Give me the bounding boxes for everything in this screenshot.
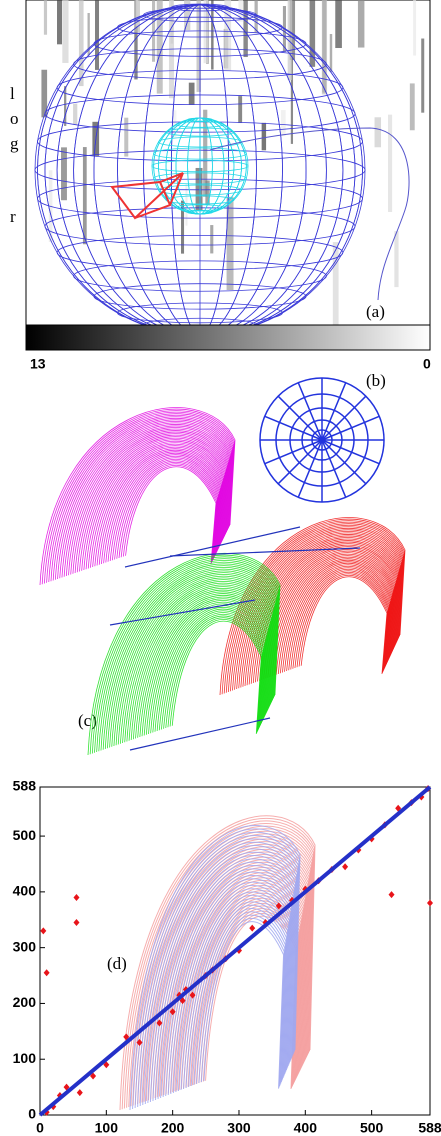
y-tick-label: 200 [13, 994, 37, 1010]
y-tick-label: 300 [13, 938, 37, 954]
gray-bar [152, 0, 155, 62]
gray-bar [73, 104, 77, 125]
correspondence-line [130, 718, 270, 750]
panel-label: (a) [366, 302, 385, 321]
y-tick-label: 588 [13, 778, 37, 794]
x-tick-label: 0 [36, 1120, 44, 1136]
side-letter: r [10, 207, 16, 226]
gray-bar [388, 115, 392, 212]
gray-bar [64, 86, 66, 126]
y-tick-label: 400 [13, 883, 37, 899]
gray-bar [157, 0, 163, 94]
gray-bar [262, 123, 266, 150]
y-tick-label: 500 [13, 827, 37, 843]
gray-bar [95, 0, 99, 70]
panel-b: (b) [260, 371, 386, 502]
gray-bar [79, 0, 84, 86]
gray-bar [421, 39, 424, 113]
panel-a: 13 0 l o g r (a) [10, 0, 431, 372]
panel-label: (b) [366, 371, 386, 390]
colorbar-tick: 0 [423, 356, 431, 372]
gray-bar [238, 96, 242, 123]
gray-bar [333, 242, 339, 336]
y-tick-label: 100 [13, 1050, 37, 1066]
gray-bar [394, 231, 398, 287]
gray-bar [62, 0, 68, 63]
gray-bar [330, 34, 332, 72]
y-tick-label: 0 [28, 1106, 36, 1122]
surface-curve [123, 465, 216, 563]
x-tick-label: 300 [227, 1120, 251, 1136]
polar-spoke [278, 440, 322, 484]
colorbar-tick: 13 [30, 356, 46, 372]
gray-bar [204, 0, 209, 63]
side-letter: o [10, 109, 19, 128]
gray-bar [57, 0, 62, 44]
gray-bar [243, 0, 247, 57]
surface-curve [53, 417, 232, 581]
colorbar [26, 325, 430, 350]
x-tick-label: 588 [418, 1120, 441, 1136]
polar-spoke [322, 396, 366, 440]
panel-d: (d) 0 100 200 300 400 500 588 0 100 200 300 400 500 5… [13, 778, 441, 1136]
surface-curve [116, 576, 274, 745]
surface-curve [115, 459, 219, 559]
figure: 13 0 l o g r (a) (b) (c) (d) 0 100 200 300 4… [0, 0, 441, 1136]
side-letter: g [10, 134, 19, 153]
gray-bar [44, 0, 47, 35]
gray-bar [375, 117, 381, 147]
panel-label: (d) [107, 954, 127, 973]
polar-spoke [278, 396, 322, 440]
gray-bar [335, 0, 342, 48]
gray-bar [83, 147, 87, 244]
side-letter: l [10, 84, 15, 103]
x-tick-label: 400 [294, 1120, 318, 1136]
gray-bar [413, 0, 416, 56]
x-tick-label: 200 [161, 1120, 185, 1136]
surface-curve [299, 575, 387, 673]
gray-bar [189, 83, 195, 105]
polar-spoke [322, 440, 366, 484]
gray-bar [210, 225, 213, 253]
x-tick-label: 500 [360, 1120, 384, 1136]
gray-bar [410, 83, 415, 130]
panel-c: (c) [40, 408, 405, 755]
gray-bar [358, 0, 364, 48]
gray-bar [61, 147, 67, 200]
x-tick-label: 100 [95, 1120, 119, 1136]
gray-bar [281, 110, 286, 136]
